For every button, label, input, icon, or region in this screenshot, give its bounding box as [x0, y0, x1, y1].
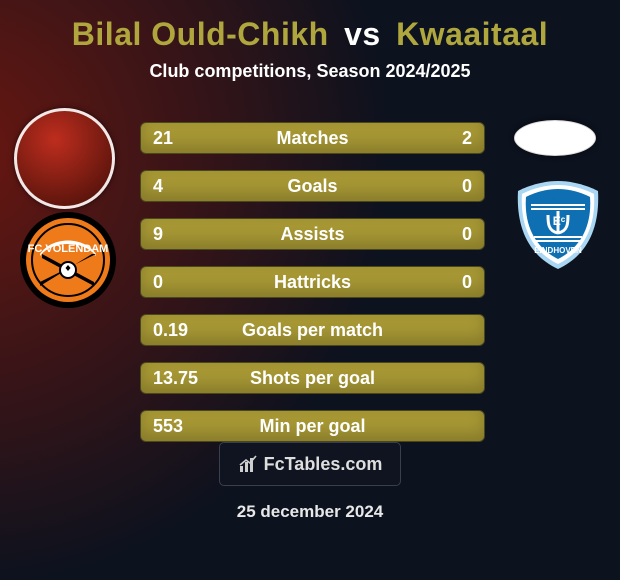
comparison-card: Bilal Ould-Chikh vs Kwaaitaal Club compe…	[0, 0, 620, 580]
brand-label: FcTables.com	[264, 454, 383, 475]
subtitle: Club competitions, Season 2024/2025	[0, 61, 620, 82]
stat-left-value: 13.75	[153, 363, 198, 393]
stat-right-value: 0	[462, 267, 472, 297]
stat-left-value: 0	[153, 267, 163, 297]
club-2-crest: FC EINDHOVEN Eᶜ	[508, 175, 608, 275]
stat-row: 0.19 Goals per match	[140, 314, 485, 346]
stat-left-value: 0.19	[153, 315, 188, 345]
stat-left-value: 4	[153, 171, 163, 201]
stat-row: 9 Assists 0	[140, 218, 485, 250]
stat-label: Shots per goal	[250, 368, 375, 389]
stat-row: 21 Matches 2	[140, 122, 485, 154]
page-title: Bilal Ould-Chikh vs Kwaaitaal	[0, 16, 620, 53]
stat-right-value: 2	[462, 123, 472, 153]
stat-left-value: 9	[153, 219, 163, 249]
stat-left-value: 21	[153, 123, 173, 153]
stat-row: 0 Hattricks 0	[140, 266, 485, 298]
stat-right-value: 0	[462, 171, 472, 201]
stat-right-value: 0	[462, 219, 472, 249]
stat-row: 553 Min per goal	[140, 410, 485, 442]
title-player-1: Bilal Ould-Chikh	[72, 16, 329, 52]
svg-text:FC VOLENDAM: FC VOLENDAM	[28, 243, 109, 255]
stat-label: Goals per match	[242, 320, 383, 341]
stats-table: 21 Matches 2 4 Goals 0 9 Assists 0 0 Hattricks 0 0.1…	[140, 122, 485, 458]
stat-label: Min per goal	[259, 416, 365, 437]
title-vs: vs	[338, 16, 387, 52]
svg-text:EINDHOVEN: EINDHOVEN	[534, 246, 582, 255]
player-2-placeholder	[514, 120, 596, 156]
brand-icon	[238, 454, 258, 474]
footer-date: 25 december 2024	[237, 502, 384, 522]
brand-chip[interactable]: FcTables.com	[219, 442, 401, 486]
svg-text:Eᶜ: Eᶜ	[553, 214, 566, 228]
club-1-crest: FC VOLENDAM	[18, 210, 118, 310]
stat-row: 4 Goals 0	[140, 170, 485, 202]
player-1-avatar	[14, 108, 115, 209]
stat-label: Matches	[276, 128, 348, 149]
svg-text:FC: FC	[550, 193, 566, 207]
title-player-2: Kwaaitaal	[396, 16, 548, 52]
stat-row: 13.75 Shots per goal	[140, 362, 485, 394]
stat-label: Assists	[280, 224, 344, 245]
stat-label: Hattricks	[274, 272, 351, 293]
stat-left-value: 553	[153, 411, 183, 441]
stat-label: Goals	[287, 176, 337, 197]
